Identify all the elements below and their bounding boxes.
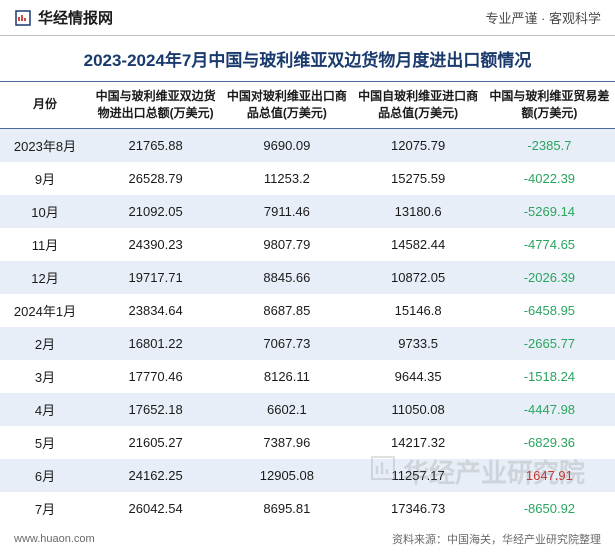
cell-total: 17770.46	[90, 360, 221, 393]
cell-import: 12075.79	[353, 128, 484, 162]
cell-import: 9644.35	[353, 360, 484, 393]
cell-total: 16801.22	[90, 327, 221, 360]
cell-balance: -2026.39	[484, 261, 615, 294]
data-table: 月份 中国与玻利维亚双边货物进出口总额(万美元) 中国对玻利维亚出口商品总值(万…	[0, 81, 615, 525]
header-tagline: 专业严谨 · 客观科学	[485, 8, 601, 27]
cell-export: 9690.09	[221, 128, 352, 162]
cell-balance: -1518.24	[484, 360, 615, 393]
logo-icon	[14, 9, 32, 27]
cell-export: 8687.85	[221, 294, 352, 327]
table-row: 10月21092.057911.4613180.6-5269.14	[0, 195, 615, 228]
col-header-export: 中国对玻利维亚出口商品总值(万美元)	[221, 82, 352, 129]
cell-import: 13180.6	[353, 195, 484, 228]
logo-group: 华经情报网	[14, 7, 113, 28]
cell-total: 24162.25	[90, 459, 221, 492]
logo-text: 华经情报网	[38, 7, 113, 28]
cell-balance: -8650.92	[484, 492, 615, 525]
cell-month: 4月	[0, 393, 90, 426]
cell-export: 6602.1	[221, 393, 352, 426]
cell-export: 12905.08	[221, 459, 352, 492]
cell-month: 12月	[0, 261, 90, 294]
table-row: 11月24390.239807.7914582.44-4774.65	[0, 228, 615, 261]
cell-balance: 1647.91	[484, 459, 615, 492]
cell-total: 26528.79	[90, 162, 221, 195]
cell-total: 26042.54	[90, 492, 221, 525]
table-header-row: 月份 中国与玻利维亚双边货物进出口总额(万美元) 中国对玻利维亚出口商品总值(万…	[0, 82, 615, 129]
cell-total: 23834.64	[90, 294, 221, 327]
cell-export: 8126.11	[221, 360, 352, 393]
col-header-month: 月份	[0, 82, 90, 129]
cell-export: 8695.81	[221, 492, 352, 525]
cell-month: 3月	[0, 360, 90, 393]
cell-balance: -2665.77	[484, 327, 615, 360]
cell-month: 2月	[0, 327, 90, 360]
cell-month: 6月	[0, 459, 90, 492]
cell-import: 15146.8	[353, 294, 484, 327]
table-row: 5月21605.277387.9614217.32-6829.36	[0, 426, 615, 459]
cell-total: 21092.05	[90, 195, 221, 228]
cell-export: 7067.73	[221, 327, 352, 360]
cell-balance: -6829.36	[484, 426, 615, 459]
cell-balance: -4774.65	[484, 228, 615, 261]
col-header-total: 中国与玻利维亚双边货物进出口总额(万美元)	[90, 82, 221, 129]
cell-total: 24390.23	[90, 228, 221, 261]
cell-balance: -4022.39	[484, 162, 615, 195]
footer-bar: www.huaon.com 资料来源：中国海关，华经产业研究院整理	[0, 525, 615, 553]
cell-export: 7911.46	[221, 195, 352, 228]
cell-month: 2023年8月	[0, 128, 90, 162]
cell-total: 21605.27	[90, 426, 221, 459]
cell-export: 7387.96	[221, 426, 352, 459]
cell-import: 11257.17	[353, 459, 484, 492]
cell-total: 17652.18	[90, 393, 221, 426]
footer-source: 资料来源：中国海关，华经产业研究院整理	[392, 531, 601, 547]
table-row: 3月17770.468126.119644.35-1518.24	[0, 360, 615, 393]
table-row: 2月16801.227067.739733.5-2665.77	[0, 327, 615, 360]
col-header-import: 中国自玻利维亚进口商品总值(万美元)	[353, 82, 484, 129]
cell-import: 14217.32	[353, 426, 484, 459]
table-row: 4月17652.186602.111050.08-4447.98	[0, 393, 615, 426]
page-title: 2023-2024年7月中国与玻利维亚双边货物月度进出口额情况	[0, 36, 615, 81]
cell-export: 11253.2	[221, 162, 352, 195]
col-header-balance: 中国与玻利维亚贸易差额(万美元)	[484, 82, 615, 129]
cell-month: 5月	[0, 426, 90, 459]
cell-balance: -2385.7	[484, 128, 615, 162]
cell-import: 15275.59	[353, 162, 484, 195]
header-bar: 华经情报网 专业严谨 · 客观科学	[0, 0, 615, 36]
table-row: 9月26528.7911253.215275.59-4022.39	[0, 162, 615, 195]
cell-import: 14582.44	[353, 228, 484, 261]
table-row: 7月26042.548695.8117346.73-8650.92	[0, 492, 615, 525]
footer-url: www.huaon.com	[14, 533, 95, 545]
cell-import: 10872.05	[353, 261, 484, 294]
cell-total: 19717.71	[90, 261, 221, 294]
table-row: 6月24162.2512905.0811257.171647.91	[0, 459, 615, 492]
cell-balance: -4447.98	[484, 393, 615, 426]
cell-export: 9807.79	[221, 228, 352, 261]
table-row: 12月19717.718845.6610872.05-2026.39	[0, 261, 615, 294]
cell-month: 11月	[0, 228, 90, 261]
cell-month: 7月	[0, 492, 90, 525]
cell-balance: -6458.95	[484, 294, 615, 327]
cell-import: 9733.5	[353, 327, 484, 360]
data-table-container: 月份 中国与玻利维亚双边货物进出口总额(万美元) 中国对玻利维亚出口商品总值(万…	[0, 81, 615, 525]
cell-total: 21765.88	[90, 128, 221, 162]
cell-balance: -5269.14	[484, 195, 615, 228]
cell-month: 10月	[0, 195, 90, 228]
cell-import: 11050.08	[353, 393, 484, 426]
cell-import: 17346.73	[353, 492, 484, 525]
cell-month: 2024年1月	[0, 294, 90, 327]
table-row: 2023年8月21765.889690.0912075.79-2385.7	[0, 128, 615, 162]
cell-export: 8845.66	[221, 261, 352, 294]
table-row: 2024年1月23834.648687.8515146.8-6458.95	[0, 294, 615, 327]
cell-month: 9月	[0, 162, 90, 195]
